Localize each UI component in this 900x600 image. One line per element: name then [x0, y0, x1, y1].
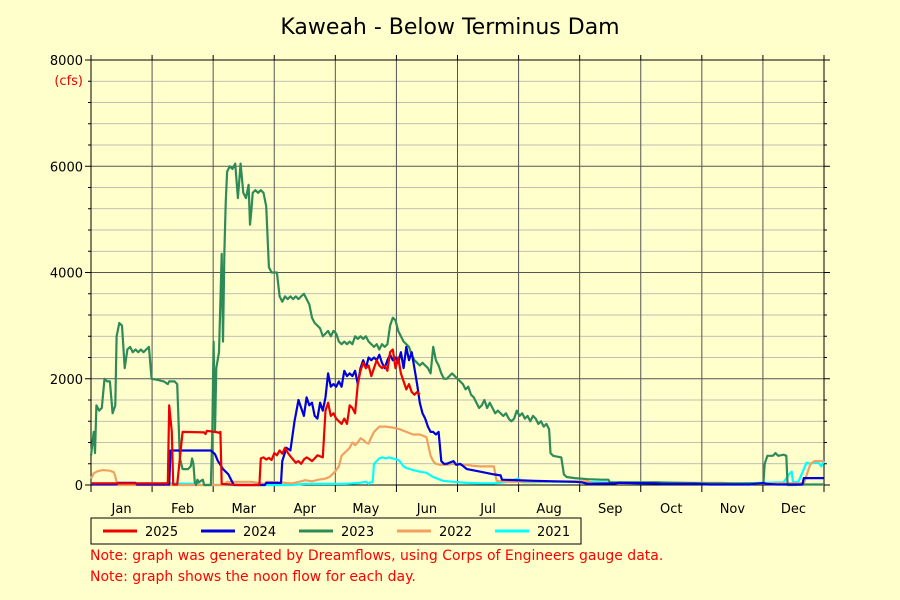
y-tick-label: 0: [75, 479, 83, 494]
x-tick-label: Sep: [598, 502, 623, 517]
y-axis-unit: (cfs): [54, 74, 83, 89]
chart-title: Kaweah - Below Terminus Dam: [280, 15, 619, 40]
series-line-2023: [89, 162, 824, 487]
y-axis: 0 2000 4000 6000 8000: [50, 54, 830, 494]
note-source: Note: graph was generated by Dreamflows,…: [90, 548, 664, 564]
x-tick-label: Jan: [111, 502, 132, 517]
series-line-2021: [91, 456, 825, 487]
legend-label-2021: 2021: [537, 525, 570, 540]
legend-label-2023: 2023: [341, 525, 374, 540]
x-tick-label: Feb: [171, 502, 194, 517]
x-tick-label: Oct: [660, 502, 682, 517]
x-tick-label: Aug: [536, 502, 561, 517]
x-axis: Jan Feb Mar Apr May Jun Jul Aug Sep Oct Nov Dec: [90, 55, 825, 517]
legend-label-2022: 2022: [439, 525, 472, 540]
x-tick-label: Dec: [781, 502, 806, 517]
x-tick-label: Mar: [231, 502, 256, 517]
x-tick-label: May: [352, 502, 379, 517]
x-tick-label: Jul: [479, 502, 496, 517]
series-line-2024: [91, 345, 824, 487]
legend-label-2024: 2024: [243, 525, 276, 540]
x-tick-label: Apr: [294, 502, 317, 517]
x-tick-label: Nov: [720, 502, 746, 517]
note-noon-flow: Note: graph shows the noon flow for each…: [90, 569, 416, 585]
series-lines: [89, 162, 825, 487]
y-tick-label: 8000: [50, 54, 83, 69]
y-tick-label: 4000: [50, 267, 83, 282]
x-tick-label: Jun: [416, 502, 437, 517]
grid-lines: [91, 60, 824, 485]
y-tick-label: 2000: [50, 373, 83, 388]
legend: 2025 2024 2023 2022 2021: [90, 517, 582, 545]
legend-label-2025: 2025: [145, 525, 178, 540]
series-line-2025: [91, 348, 421, 487]
y-tick-label: 6000: [50, 160, 83, 175]
